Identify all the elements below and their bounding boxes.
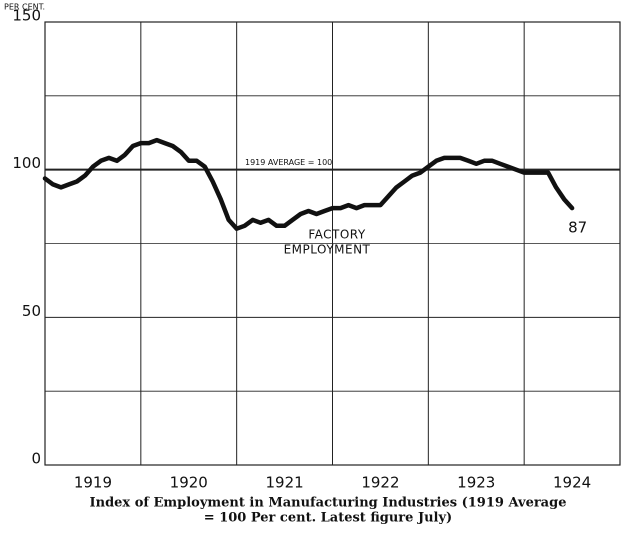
caption: Index of Employment in Manufacturing Ind…: [90, 496, 567, 511]
x-tick-label: 1922: [361, 474, 399, 492]
x-tick-label: 1921: [265, 474, 303, 492]
x-tick-label: 1923: [457, 474, 495, 492]
x-tick-label: 1924: [553, 474, 591, 492]
series-label: EMPLOYMENT: [284, 243, 371, 257]
data-line: [42, 137, 575, 231]
y-axis-label: PER CENT.: [4, 3, 45, 12]
y-tick-label: 150: [12, 7, 41, 25]
reference-label: 1919 AVERAGE = 100: [245, 158, 332, 167]
x-tick-label: 1920: [170, 474, 208, 492]
y-tick-label: 100: [12, 154, 41, 172]
end-value-label: 87: [568, 219, 587, 237]
y-tick-label: 50: [22, 302, 41, 320]
caption: = 100 Per cent. Latest figure July): [204, 511, 452, 526]
x-tick-label: 1919: [74, 474, 112, 492]
series-label: FACTORY: [308, 228, 366, 242]
y-tick-label: 0: [31, 450, 41, 468]
